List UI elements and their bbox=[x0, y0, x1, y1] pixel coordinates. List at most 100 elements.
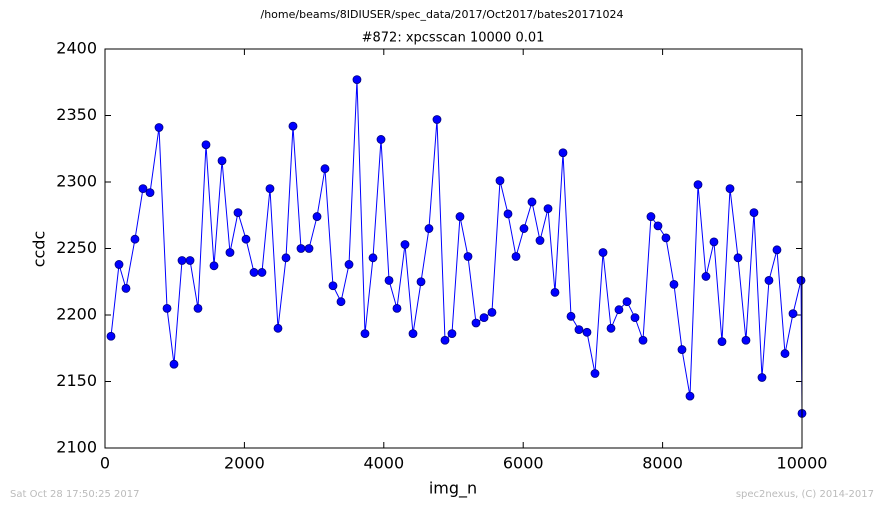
data-point bbox=[114, 260, 124, 269]
data-point bbox=[392, 303, 402, 313]
data-point bbox=[201, 140, 211, 150]
data-point bbox=[543, 204, 553, 214]
data-point bbox=[225, 248, 235, 257]
data-point bbox=[169, 359, 179, 369]
data-point bbox=[582, 327, 592, 337]
data-point bbox=[408, 329, 418, 339]
data-point bbox=[527, 197, 537, 207]
data-point bbox=[590, 369, 600, 378]
data-point bbox=[281, 253, 291, 263]
plot-area bbox=[105, 49, 802, 448]
data-point bbox=[677, 345, 687, 354]
data-point bbox=[145, 188, 155, 198]
data-point bbox=[503, 209, 513, 219]
data-point bbox=[249, 268, 259, 277]
data-point bbox=[352, 75, 362, 84]
data-point bbox=[764, 276, 774, 285]
data-point bbox=[733, 253, 743, 263]
timestamp: Sat Oct 28 17:50:25 2017 bbox=[10, 489, 140, 500]
data-point bbox=[622, 297, 632, 307]
data-point bbox=[177, 256, 187, 265]
data-point bbox=[709, 237, 719, 247]
data-point bbox=[519, 224, 529, 233]
credit: spec2nexus, (C) 2014-2017 bbox=[736, 489, 874, 500]
y-tick-label: 2400 bbox=[56, 39, 97, 58]
data-point bbox=[440, 335, 450, 345]
data-point bbox=[376, 135, 386, 144]
y-tick-label: 2200 bbox=[56, 305, 97, 324]
data-point bbox=[273, 323, 283, 333]
data-point bbox=[193, 303, 203, 313]
data-point bbox=[757, 373, 767, 382]
data-point bbox=[638, 335, 648, 345]
data-point bbox=[495, 176, 505, 186]
y-tick-label: 2350 bbox=[56, 105, 97, 124]
data-point bbox=[693, 180, 703, 190]
data-point bbox=[257, 268, 267, 277]
data-point bbox=[320, 164, 330, 174]
data-point bbox=[106, 331, 116, 341]
data-point bbox=[725, 184, 735, 194]
data-point bbox=[288, 121, 298, 131]
data-point bbox=[424, 224, 434, 233]
data-point bbox=[185, 256, 195, 265]
data-point bbox=[772, 245, 782, 255]
data-point bbox=[646, 212, 656, 221]
data-point bbox=[154, 123, 164, 132]
data-point bbox=[741, 335, 751, 345]
y-axis-label: ccdc bbox=[30, 231, 49, 268]
data-point bbox=[780, 349, 790, 358]
data-point bbox=[566, 311, 576, 321]
x-tick-label: 0 bbox=[100, 454, 110, 473]
y-tick-label: 2300 bbox=[56, 172, 97, 191]
data-point bbox=[487, 307, 497, 317]
data-point bbox=[788, 309, 798, 319]
data-point bbox=[701, 272, 711, 281]
data-point bbox=[479, 313, 489, 323]
x-tick-label: 2000 bbox=[224, 454, 265, 473]
data-point bbox=[606, 323, 616, 333]
data-point bbox=[535, 236, 545, 245]
data-point bbox=[312, 212, 322, 221]
data-point bbox=[653, 221, 663, 231]
y-tick-label: 2100 bbox=[56, 438, 97, 457]
data-point bbox=[416, 277, 426, 287]
data-point bbox=[796, 276, 806, 285]
data-point bbox=[138, 184, 148, 194]
x-tick-label: 8000 bbox=[642, 454, 683, 473]
data-point bbox=[447, 329, 457, 339]
data-point bbox=[717, 337, 727, 347]
data-point bbox=[511, 252, 521, 261]
data-point bbox=[328, 281, 338, 291]
chart-title: #872: xpcsscan 10000 0.01 bbox=[362, 31, 545, 46]
x-tick-label: 10000 bbox=[777, 454, 828, 473]
data-point bbox=[384, 276, 394, 285]
data-point bbox=[209, 261, 219, 271]
data-point bbox=[336, 297, 346, 307]
data-point bbox=[749, 208, 759, 217]
data-point bbox=[344, 260, 354, 269]
data-point bbox=[614, 305, 624, 315]
data-point bbox=[304, 244, 314, 253]
x-tick-label: 4000 bbox=[363, 454, 404, 473]
data-point bbox=[598, 248, 608, 257]
y-tick-label: 2150 bbox=[56, 371, 97, 390]
data-point bbox=[574, 325, 584, 335]
data-point bbox=[296, 244, 306, 253]
data-point bbox=[368, 253, 378, 263]
data-point bbox=[630, 313, 640, 323]
data-point bbox=[265, 184, 275, 194]
data-point bbox=[217, 156, 227, 166]
data-point bbox=[400, 240, 410, 249]
data-point bbox=[669, 280, 679, 289]
data-point bbox=[130, 234, 140, 244]
file-path: /home/beams/8IDIUSER/spec_data/2017/Oct2… bbox=[261, 8, 624, 21]
data-point bbox=[121, 283, 131, 293]
data-point bbox=[463, 252, 473, 261]
data-point bbox=[360, 329, 370, 339]
data-point bbox=[432, 115, 442, 124]
data-point bbox=[550, 287, 560, 297]
plot-frame bbox=[104, 48, 803, 449]
